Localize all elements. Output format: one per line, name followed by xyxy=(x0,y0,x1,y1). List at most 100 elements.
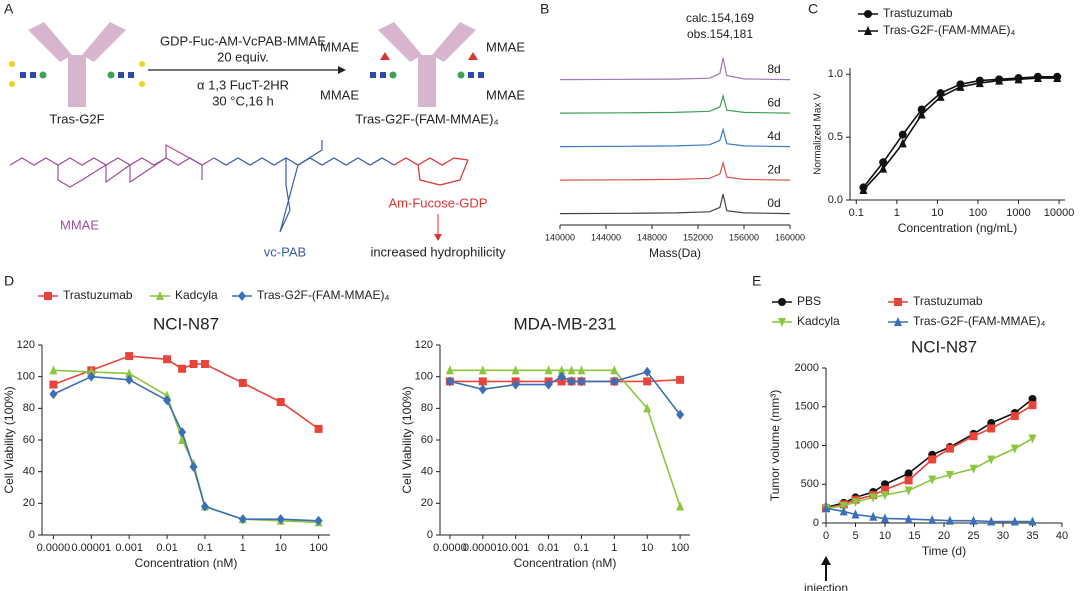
legend-label: Tras-G2F-(FAM-MMAE)₄ xyxy=(257,288,390,302)
y-tick-label: 80 xyxy=(23,402,35,414)
y-tick-label: 0 xyxy=(813,517,819,529)
marker xyxy=(676,409,685,420)
marker xyxy=(859,184,868,194)
marker xyxy=(898,130,907,139)
marker xyxy=(87,371,96,382)
marker xyxy=(869,493,878,503)
y-tick-label: 2000 xyxy=(795,362,819,374)
marker xyxy=(276,398,285,406)
marker xyxy=(975,78,984,88)
y-axis-label: Cell Viability (100%) xyxy=(2,386,16,493)
marker xyxy=(178,435,187,444)
legend-marker xyxy=(894,298,902,306)
legend-marker xyxy=(238,291,246,301)
marker xyxy=(936,91,945,101)
marker xyxy=(544,365,553,375)
x-tick-label: 1 xyxy=(240,542,246,554)
marker xyxy=(478,365,487,375)
marker xyxy=(928,514,937,524)
x-tick-label: 1000 xyxy=(1006,207,1030,219)
legend-marker xyxy=(864,26,872,35)
marker xyxy=(1053,73,1062,83)
marker xyxy=(1010,412,1019,421)
legend-marker xyxy=(778,298,786,306)
chart-title: NCI-N87 xyxy=(153,314,219,333)
marker xyxy=(314,424,323,433)
x-tick-label: 30 xyxy=(997,530,1009,542)
x-tick-label: 0.1 xyxy=(849,207,864,219)
x-tick-label: 156000 xyxy=(729,232,759,242)
marker xyxy=(544,379,553,390)
x-tick-label: 100 xyxy=(309,542,327,554)
x-tick-label: 144000 xyxy=(591,232,621,242)
payload-tag: MMAE xyxy=(486,39,525,54)
annotation-arrow-head xyxy=(821,556,831,565)
spectrum xyxy=(559,93,791,114)
x-tick-label: 0.00001 xyxy=(463,542,503,554)
y-tick-label: 40 xyxy=(23,466,35,478)
x-tick-label: 0.1 xyxy=(197,542,212,554)
y-axis-label: Tumor volume (mm³) xyxy=(768,390,782,502)
legend-label: Trastuzumab xyxy=(913,294,983,308)
x-tick-label: 10000 xyxy=(1044,207,1075,219)
panel-label: A xyxy=(4,1,14,17)
marker xyxy=(445,376,454,387)
annotation: injection xyxy=(804,581,848,591)
x-axis-label: Time (d) xyxy=(922,544,966,558)
x-axis-label: Mass(Da) xyxy=(649,246,701,260)
legend-marker xyxy=(864,10,872,18)
marker xyxy=(969,515,978,525)
marker xyxy=(945,515,954,525)
marker xyxy=(276,514,285,525)
marker xyxy=(200,360,209,368)
series-label: 4d xyxy=(767,129,780,143)
marker xyxy=(610,376,619,387)
chart-title: NCI-N87 xyxy=(911,337,977,356)
panel-label: D xyxy=(4,273,14,289)
marker xyxy=(917,109,926,119)
x-tick-label: 152000 xyxy=(683,232,713,242)
x-tick-label: 40 xyxy=(1056,530,1068,542)
x-tick-label: 35 xyxy=(1026,530,1038,542)
y-tick-label: 0.5 xyxy=(828,131,843,143)
spectrum xyxy=(559,127,791,148)
legend-label: Trastuzumab xyxy=(883,6,953,20)
marker xyxy=(163,390,172,400)
marker xyxy=(49,365,58,375)
note: increased hydrophilicity xyxy=(370,244,506,259)
series-line xyxy=(449,369,681,507)
marker xyxy=(478,384,487,395)
x-axis-label: Concentration (nM) xyxy=(514,556,617,570)
legend-marker xyxy=(156,291,164,300)
legend-label: Kadcyla xyxy=(797,314,840,328)
marker xyxy=(1033,73,1042,83)
annotation: obs.154,181 xyxy=(687,27,753,41)
reagent: GDP-Fuc-AM-VcPAB-MMAE xyxy=(160,33,326,48)
series-label: 0d xyxy=(767,196,780,210)
x-tick-label: 10 xyxy=(641,542,653,554)
enzyme: α 1,3 FucT-2HR xyxy=(197,77,289,92)
marker xyxy=(928,455,937,464)
marker xyxy=(945,444,954,453)
panel-label: E xyxy=(752,273,761,289)
x-tick-label: 0.1 xyxy=(574,542,589,554)
marker xyxy=(851,509,860,519)
series-line xyxy=(53,355,320,430)
marker xyxy=(238,514,247,525)
x-tick-label: 0.001 xyxy=(502,542,530,554)
panel-label: B xyxy=(540,1,549,17)
marker xyxy=(904,514,913,524)
legend-label: PBS xyxy=(797,294,821,308)
x-tick-label: 0 xyxy=(823,530,829,542)
marker xyxy=(511,379,520,390)
marker xyxy=(879,158,888,167)
x-axis-label: Concentration (nM) xyxy=(135,556,238,570)
series-line xyxy=(53,375,319,522)
x-tick-label: 25 xyxy=(967,530,979,542)
sugar-label: Am-Fucose-GDP xyxy=(389,195,488,210)
marker xyxy=(643,377,652,386)
marker xyxy=(1014,74,1023,84)
note-arrow-head xyxy=(434,234,442,241)
legend-marker xyxy=(44,292,52,300)
